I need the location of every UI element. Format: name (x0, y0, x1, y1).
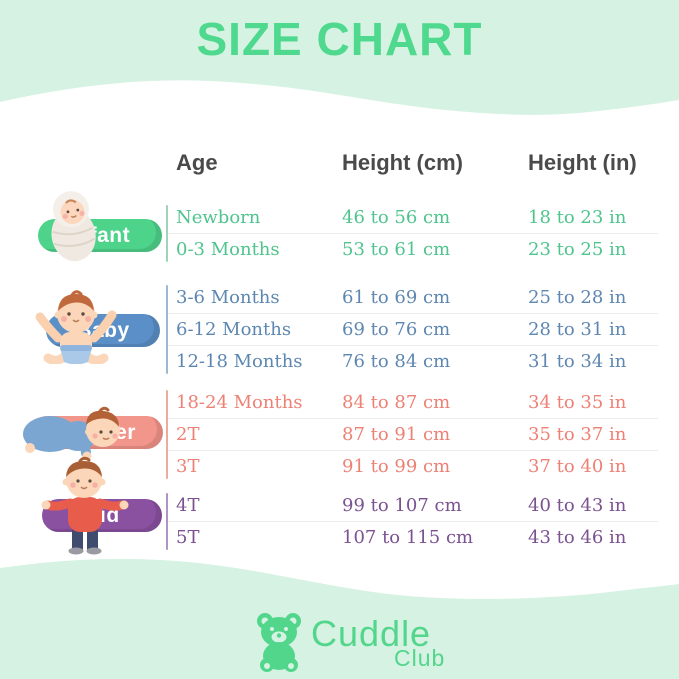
age-cell: 3T (176, 456, 200, 477)
column-header-height-cm: Height (cm) (342, 150, 463, 175)
group-divider-baby (166, 285, 168, 374)
column-header-height-in: Height (in) (528, 150, 637, 175)
crawling-toddler-icon (23, 406, 120, 460)
table-row: 6-12 Months 69 to 76 cm 28 to 31 in (166, 313, 658, 345)
group-divider-kid (166, 493, 168, 550)
table-row: Newborn 46 to 56 cm 18 to 23 in (166, 202, 658, 233)
group-rows-kid: 4T 99 to 107 cm 40 to 43 in 5T 107 to 11… (166, 490, 658, 553)
height-cm-cell: 84 to 87 cm (342, 392, 451, 413)
table-row: 12-18 Months 76 to 84 cm 31 to 34 in (166, 345, 658, 377)
table-row: 3-6 Months 61 to 69 cm 25 to 28 in (166, 282, 658, 313)
age-cell: 0-3 Months (176, 239, 280, 260)
height-cm-cell: 53 to 61 cm (342, 239, 451, 260)
height-in-cell: 43 to 46 in (528, 527, 627, 548)
age-cell: 3-6 Months (176, 287, 280, 308)
column-header-age: Age (176, 150, 218, 175)
group-rows-baby: 3-6 Months 61 to 69 cm 25 to 28 in 6-12 … (166, 282, 658, 377)
white-card-background (0, 128, 679, 622)
height-cm-cell: 61 to 69 cm (342, 287, 451, 308)
age-cell: Newborn (176, 207, 261, 228)
age-cell: 12-18 Months (176, 351, 303, 372)
brand-name: Cuddle (311, 613, 432, 654)
age-cell: 18-24 Months (176, 392, 303, 413)
height-cm-cell: 69 to 76 cm (342, 319, 451, 340)
top-wave-divider (0, 80, 679, 132)
height-in-cell: 40 to 43 in (528, 495, 627, 516)
swaddled-baby-icon (51, 191, 96, 262)
table-row: 18-24 Months 84 to 87 cm 34 to 35 in (166, 387, 658, 418)
height-in-cell: 34 to 35 in (528, 392, 627, 413)
age-cell: 6-12 Months (176, 319, 292, 340)
sitting-baby-icon (35, 290, 117, 364)
height-cm-cell: 107 to 115 cm (342, 527, 474, 548)
height-in-cell: 37 to 40 in (528, 456, 627, 477)
height-in-cell: 35 to 37 in (528, 424, 627, 445)
age-cell: 4T (176, 495, 200, 516)
brand-subname: Club (394, 645, 446, 671)
bottom-wave-divider (0, 558, 679, 622)
group-divider-toddler (166, 390, 168, 479)
height-cm-cell: 91 to 99 cm (342, 456, 451, 477)
height-cm-cell: 76 to 84 cm (342, 351, 451, 372)
age-cell: 2T (176, 424, 200, 445)
height-cm-cell: 46 to 56 cm (342, 207, 451, 228)
table-row: 0-3 Months 53 to 61 cm 23 to 25 in (166, 233, 658, 265)
height-in-cell: 18 to 23 in (528, 207, 627, 228)
height-in-cell: 28 to 31 in (528, 319, 627, 340)
height-in-cell: 31 to 34 in (528, 351, 627, 372)
standing-kid-icon (41, 456, 129, 555)
table-row: 3T 91 to 99 cm 37 to 40 in (166, 450, 658, 482)
group-rows-infant: Newborn 46 to 56 cm 18 to 23 in 0-3 Mont… (166, 202, 658, 265)
group-divider-infant (166, 205, 168, 262)
height-cm-cell: 99 to 107 cm (342, 495, 462, 516)
height-cm-cell: 87 to 91 cm (342, 424, 451, 445)
table-row: 4T 99 to 107 cm 40 to 43 in (166, 490, 658, 521)
height-in-cell: 25 to 28 in (528, 287, 627, 308)
table-row: 2T 87 to 91 cm 35 to 37 in (166, 418, 658, 450)
page-title: SIZE CHART (196, 13, 483, 65)
table-row: 5T 107 to 115 cm 43 to 46 in (166, 521, 658, 553)
height-in-cell: 23 to 25 in (528, 239, 627, 260)
age-cell: 5T (176, 527, 200, 548)
teddy-bear-icon (257, 613, 301, 672)
group-rows-toddler: 18-24 Months 84 to 87 cm 34 to 35 in 2T … (166, 387, 658, 482)
